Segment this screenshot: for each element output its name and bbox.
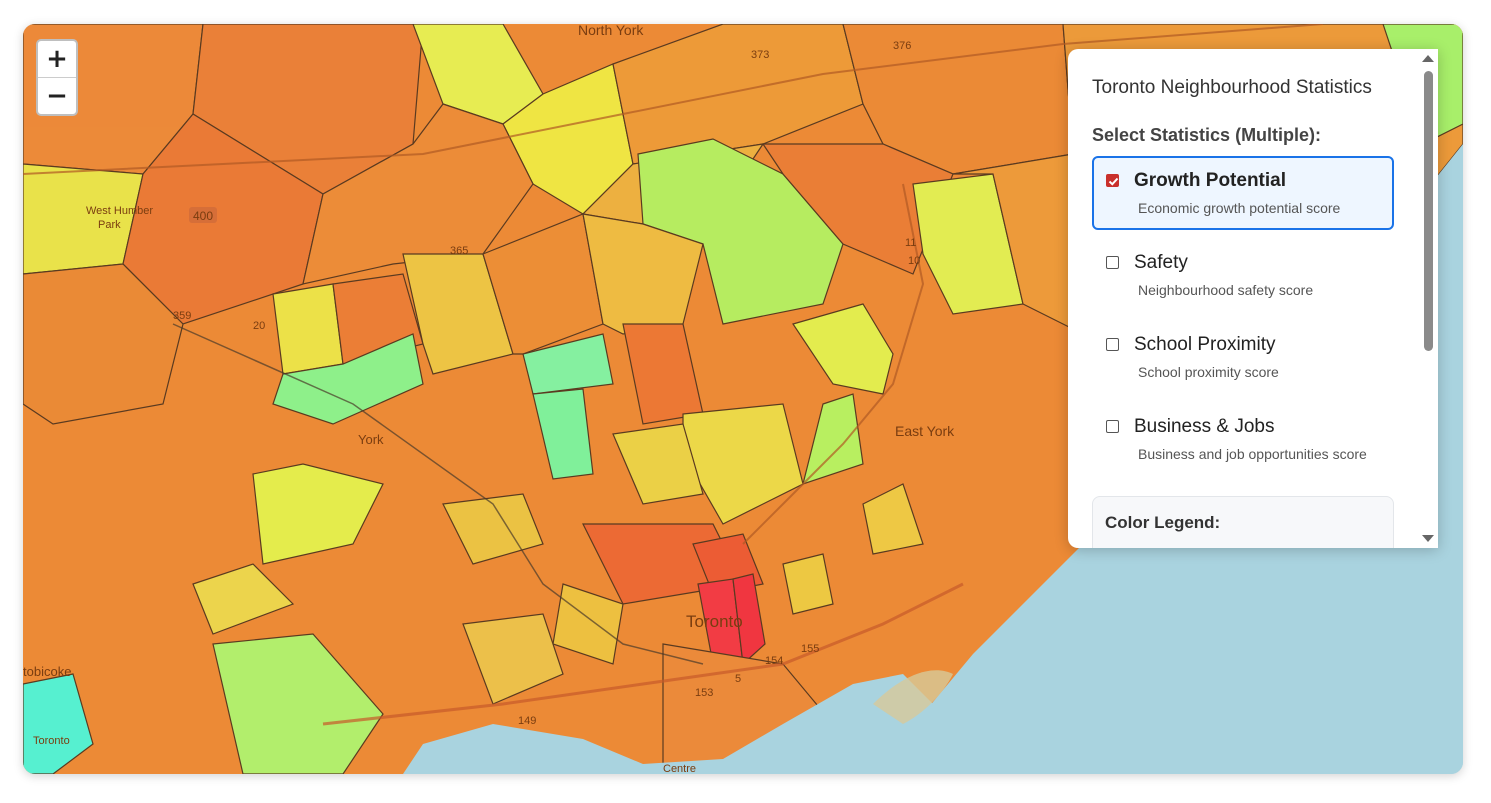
stat-option-school-proximity[interactable]: School Proximity School proximity score — [1092, 320, 1394, 394]
label-etobicoke: tobicoke — [23, 664, 71, 679]
road-shield-label: 153 — [695, 687, 713, 699]
stat-name: Business & Jobs — [1134, 416, 1275, 437]
neighbourhood[interactable] — [532, 388, 594, 480]
neighbourhood[interactable] — [23, 673, 94, 774]
stat-name: Safety — [1134, 252, 1188, 273]
lake-ontario — [883, 144, 1463, 774]
road-shield-label: 400 — [193, 209, 213, 223]
label-centre: Centre — [663, 763, 696, 774]
zoom-out-button[interactable]: − — [38, 77, 76, 114]
highway-401 — [23, 24, 1324, 175]
harbour — [403, 674, 943, 774]
growth-potential-checkbox[interactable] — [1106, 174, 1119, 187]
zoom-in-button[interactable]: + — [46, 44, 68, 74]
road-shield-label: 373 — [751, 49, 769, 61]
stat-description: Neighbourhood safety score — [1138, 282, 1314, 298]
neighbourhood[interactable] — [462, 613, 564, 705]
stat-option-business-jobs[interactable]: Business & Jobs Business and job opportu… — [1092, 402, 1394, 476]
neighbourhood[interactable] — [862, 483, 924, 555]
neighbourhood[interactable] — [442, 493, 544, 565]
stat-name: Growth Potential — [1134, 170, 1286, 191]
road-shield-label: 149 — [518, 715, 536, 727]
road-shield-label: 5 — [735, 673, 741, 685]
neighbourhood[interactable] — [302, 103, 534, 285]
panel-content: Toronto Neighbourhood Statistics Select … — [1092, 77, 1394, 548]
neighbourhood[interactable] — [272, 333, 424, 425]
road-shield-label: 154 — [765, 655, 783, 667]
neighbourhood[interactable] — [212, 633, 384, 774]
stat-description: Business and job opportunities score — [1138, 446, 1367, 462]
road-shield-label: 10 — [908, 255, 920, 267]
neighbourhood[interactable] — [402, 253, 514, 375]
statistics-panel: Toronto Neighbourhood Statistics Select … — [1068, 49, 1438, 548]
neighbourhood[interactable] — [792, 303, 894, 395]
zoom-control: + − — [36, 39, 78, 116]
dvp-highway — [742, 183, 925, 545]
label-west-humber-park: Park — [98, 219, 121, 231]
neighbourhood[interactable] — [612, 423, 704, 505]
road-shield — [189, 207, 217, 223]
road-shield-label: 359 — [173, 310, 191, 322]
scroll-down-arrow-icon[interactable] — [1422, 535, 1434, 542]
neighbourhood[interactable] — [912, 173, 1024, 315]
stat-description: School proximity score — [1138, 364, 1279, 380]
label-york: York — [358, 432, 384, 447]
neighbourhood[interactable] — [952, 153, 1104, 346]
safety-checkbox[interactable] — [1106, 256, 1119, 269]
label-west-humber: West Humber — [86, 205, 153, 217]
scroll-up-arrow-icon[interactable] — [1422, 55, 1434, 62]
road-shield-label: 20 — [253, 320, 265, 332]
neighbourhood[interactable] — [272, 283, 344, 375]
road-shield-label: 365 — [450, 245, 468, 257]
road-shield-label: 155 — [801, 643, 819, 655]
label-north-york: North York — [578, 24, 644, 38]
panel-title: Toronto Neighbourhood Statistics — [1092, 77, 1372, 98]
select-statistics-label: Select Statistics (Multiple): — [1092, 125, 1322, 145]
neighbourhood[interactable] — [761, 143, 954, 275]
neighbourhood[interactable] — [782, 553, 834, 615]
rail-line — [172, 323, 704, 665]
neighbourhood[interactable] — [23, 263, 184, 425]
neighbourhood[interactable] — [192, 563, 295, 635]
business-jobs-checkbox[interactable] — [1106, 420, 1119, 433]
neighbourhood[interactable] — [802, 393, 864, 485]
stat-option-safety[interactable]: Safety Neighbourhood safety score — [1092, 238, 1394, 312]
stat-option-growth-potential[interactable]: Growth Potential Economic growth potenti… — [1092, 156, 1394, 230]
legend-title: Color Legend: — [1105, 513, 1221, 532]
road-shield-label: 11 — [905, 237, 916, 249]
scrollbar-thumb[interactable] — [1424, 71, 1433, 351]
color-legend: Color Legend: — [1092, 496, 1394, 548]
gardiner — [322, 582, 964, 726]
neighbourhood[interactable] — [252, 463, 384, 565]
label-toronto: Toronto — [686, 612, 743, 631]
toronto-islands — [873, 670, 953, 724]
neighbourhood[interactable] — [482, 213, 604, 355]
stat-description: Economic growth potential score — [1138, 200, 1341, 216]
stat-name: School Proximity — [1134, 334, 1276, 355]
label-east-york: East York — [895, 423, 955, 439]
neighbourhood[interactable] — [522, 333, 614, 395]
school-proximity-checkbox[interactable] — [1106, 338, 1119, 351]
neighbourhood[interactable] — [732, 573, 766, 666]
label-toronto-island: Toronto — [33, 735, 70, 747]
panel-scrollbar[interactable] — [1420, 49, 1438, 548]
road-shield-label: 376 — [893, 40, 911, 52]
